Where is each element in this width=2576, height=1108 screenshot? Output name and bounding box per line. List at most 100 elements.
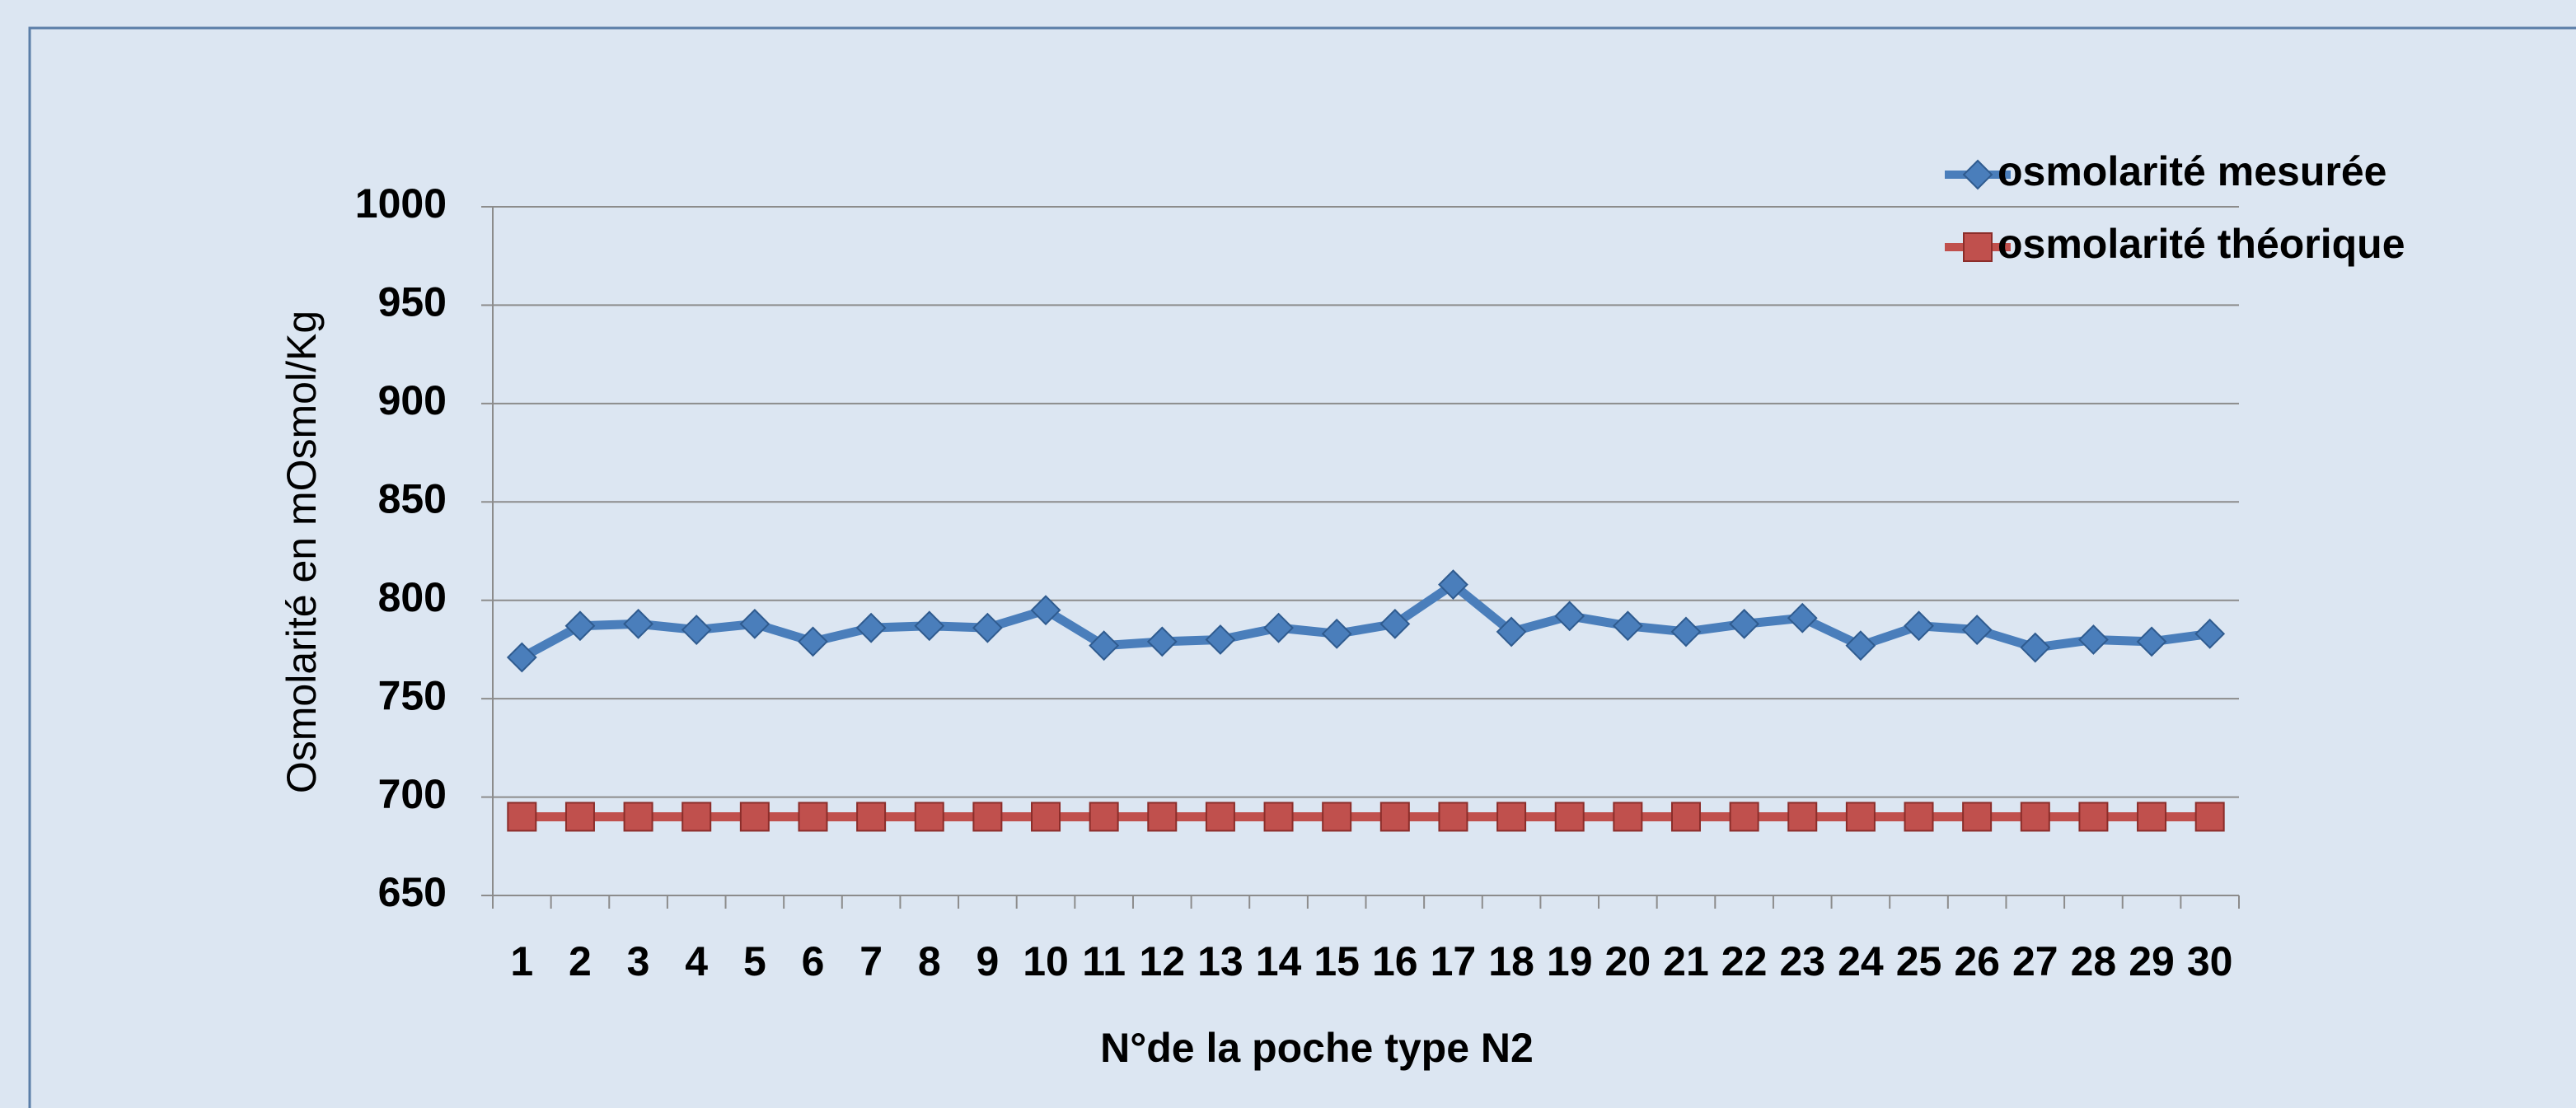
data-point [1729, 608, 1760, 639]
y-tick-label: 750 [378, 672, 447, 718]
data-point [2137, 802, 2167, 832]
x-tick-label: 6 [802, 938, 825, 984]
data-point [1089, 630, 1120, 662]
data-point [1962, 802, 1993, 832]
x-tick-label: 29 [2129, 938, 2175, 984]
data-point [1729, 802, 1759, 832]
data-point [1379, 802, 1410, 832]
x-tick-label: 11 [1082, 938, 1126, 984]
x-tick-label: 7 [859, 938, 883, 984]
x-tick-label: 5 [743, 938, 766, 984]
y-tick-label: 700 [378, 771, 447, 817]
legend-label: osmolarité mesurée [1998, 148, 2386, 194]
data-point [564, 802, 595, 832]
data-point [1904, 802, 1934, 832]
data-point [856, 802, 887, 832]
data-point [1438, 802, 1468, 832]
data-point [2078, 802, 2109, 832]
data-point [1554, 601, 1585, 632]
data-point [1845, 630, 1876, 662]
data-point [914, 610, 945, 642]
data-point [2194, 802, 2225, 832]
data-point [972, 802, 1003, 832]
data-point [1146, 626, 1178, 657]
x-tick-label: 20 [1605, 938, 1651, 984]
data-point [507, 802, 537, 832]
data-point [1496, 802, 1527, 832]
data-point [1379, 608, 1411, 639]
x-tick-label: 12 [1139, 938, 1185, 984]
data-point [506, 642, 537, 673]
data-point [2020, 802, 2050, 832]
y-tick-label: 850 [378, 475, 447, 521]
y-tick-label: 1000 [355, 180, 447, 227]
data-point [1787, 802, 1818, 832]
data-point [1845, 802, 1876, 832]
y-tick-label: 900 [378, 377, 447, 423]
data-point [1670, 802, 1701, 832]
legend-marker [1962, 159, 1993, 190]
x-tick-label: 27 [2012, 938, 2058, 984]
data-point [1613, 802, 1643, 832]
data-point [1438, 569, 1468, 601]
y-tick-label: 650 [378, 869, 447, 915]
data-point [1670, 616, 1702, 648]
data-point [1030, 595, 1061, 626]
data-point [2136, 626, 2167, 657]
x-tick-label: 19 [1547, 938, 1593, 984]
y-tick-label: 800 [378, 574, 447, 620]
x-tick-label: 16 [1372, 938, 1418, 984]
data-point [798, 802, 828, 832]
y-axis-title: Osmolarité en mOsmol/Kg [279, 311, 325, 793]
x-axis-title: N°de la poche type N2 [1100, 1025, 1534, 1071]
data-point [739, 608, 770, 639]
data-point [1321, 618, 1352, 649]
data-point [1089, 802, 1119, 832]
data-point [1787, 602, 1818, 633]
x-tick-label: 13 [1197, 938, 1244, 984]
x-tick-label: 9 [976, 938, 999, 984]
x-tick-label: 4 [685, 938, 708, 984]
data-point [1263, 802, 1294, 832]
x-tick-label: 22 [1721, 938, 1768, 984]
data-point [1031, 802, 1061, 832]
data-point [564, 610, 596, 642]
x-tick-label: 2 [569, 938, 592, 984]
data-point [1612, 610, 1643, 642]
x-tick-label: 21 [1663, 938, 1709, 984]
data-point [2020, 632, 2051, 663]
data-point [1554, 802, 1585, 832]
data-point [1205, 802, 1235, 832]
data-point [623, 608, 653, 639]
x-tick-label: 30 [2187, 938, 2233, 984]
x-tick-label: 28 [2071, 938, 2117, 984]
x-tick-label: 1 [510, 938, 533, 984]
x-tick-label: 14 [1256, 938, 1302, 984]
data-point [1147, 802, 1178, 832]
y-tick-label: 950 [378, 279, 447, 325]
data-point [2194, 618, 2226, 649]
data-point [914, 802, 944, 832]
data-point [1904, 610, 1934, 642]
x-tick-label: 25 [1896, 938, 1942, 984]
data-point [623, 802, 653, 832]
legend-label: osmolarité théorique [1998, 221, 2405, 267]
data-point [739, 802, 770, 832]
data-point [1263, 612, 1294, 643]
data-point [2078, 624, 2109, 655]
data-point [1322, 802, 1352, 832]
chart-frame [28, 26, 2576, 1108]
x-tick-label: 3 [627, 938, 650, 984]
data-point [681, 615, 712, 645]
data-point [855, 612, 887, 643]
x-tick-label: 24 [1838, 938, 1884, 984]
data-point [972, 612, 1003, 643]
data-point [798, 626, 828, 657]
x-tick-label: 18 [1488, 938, 1534, 984]
legend-marker [1963, 232, 1993, 262]
x-tick-label: 17 [1431, 938, 1477, 984]
x-tick-label: 10 [1023, 938, 1069, 984]
x-tick-label: 8 [918, 938, 941, 984]
x-tick-label: 26 [1954, 938, 2000, 984]
